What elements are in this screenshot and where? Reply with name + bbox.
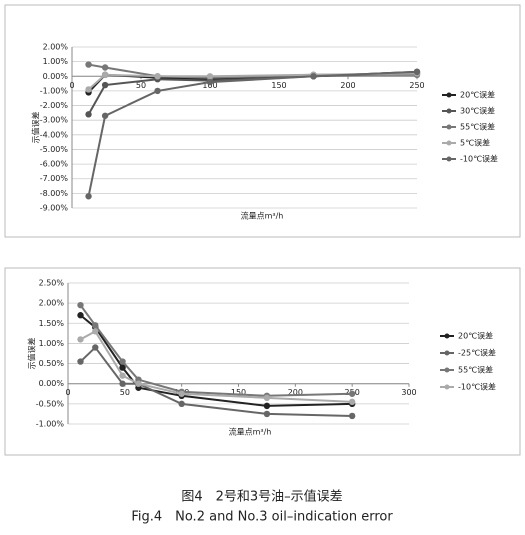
series-line: [87, 70, 418, 197]
point: [119, 358, 126, 365]
legend-marker: [444, 367, 450, 373]
legend-label: 20℃误差: [458, 331, 493, 341]
y-tick-label: -3.00%: [40, 116, 69, 125]
legend-marker: [446, 124, 452, 130]
point: [101, 81, 109, 89]
point: [101, 71, 109, 79]
point: [348, 390, 356, 397]
y-tick-label: -8.00%: [40, 189, 69, 198]
y-tick-label: -5.00%: [40, 145, 69, 154]
legend-label: 30℃误差: [460, 106, 495, 116]
point: [206, 78, 214, 86]
x-tick-label: 200: [288, 388, 303, 397]
point: [77, 336, 84, 343]
chart-frame: [4, 267, 521, 456]
x-tick-label: 250: [409, 81, 424, 90]
legend-label: 20℃误差: [460, 90, 495, 100]
point: [413, 68, 421, 76]
point: [178, 400, 185, 408]
legend-label: 55℃误差: [458, 365, 493, 375]
x-axis-label: 流量点m³/h: [229, 427, 272, 437]
point: [119, 364, 126, 371]
y-axis-label: 示值误差: [27, 338, 37, 370]
point: [85, 111, 92, 118]
legend-label: -10℃误差: [458, 382, 496, 392]
y-tick-label: -4.00%: [40, 130, 69, 139]
y-tick-label: 2.00%: [39, 299, 65, 308]
y-tick-label: -6.00%: [40, 160, 69, 169]
point: [92, 322, 99, 329]
point: [77, 301, 84, 309]
point: [101, 64, 109, 71]
x-tick-label: 50: [120, 388, 130, 397]
point: [85, 86, 92, 93]
y-tick-label: -2.00%: [40, 101, 69, 110]
point: [77, 312, 84, 319]
y-tick-label: 1.00%: [43, 57, 69, 66]
legend-label: 5℃误差: [460, 138, 490, 148]
x-tick-label: 200: [340, 81, 355, 90]
y-tick-label: 2.50%: [39, 279, 65, 288]
x-axis-label: 流量点m³/h: [241, 211, 284, 221]
x-tick-label: 300: [401, 388, 416, 397]
x-tick-label: 150: [271, 81, 286, 90]
legend-marker: [446, 92, 452, 98]
x-tick-label: 0: [65, 388, 70, 397]
point: [92, 328, 99, 335]
point: [119, 380, 126, 387]
point: [119, 372, 126, 379]
point: [154, 73, 161, 80]
point: [101, 112, 109, 119]
y-tick-label: 2.00%: [43, 43, 69, 52]
point: [85, 193, 92, 200]
y-tick-label: -9.00%: [40, 204, 69, 213]
point: [92, 344, 99, 351]
legend-marker: [444, 350, 450, 356]
y-tick-label: 0.00%: [39, 379, 65, 388]
y-tick-label: -7.00%: [40, 174, 69, 183]
legend-label: 55℃误差: [460, 122, 495, 132]
point: [85, 61, 92, 68]
x-tick-label: 50: [136, 81, 146, 90]
point: [206, 73, 214, 80]
point: [77, 358, 84, 365]
point: [154, 87, 161, 95]
point: [310, 73, 317, 80]
point: [263, 402, 271, 410]
x-tick-label: 150: [231, 388, 246, 397]
legend-marker: [446, 156, 452, 162]
legend-marker: [444, 333, 450, 339]
legend-marker: [446, 140, 452, 146]
legend-marker: [444, 384, 450, 390]
point: [178, 390, 185, 397]
caption-zh: 图4 2号和3号油–示值误差: [181, 489, 342, 505]
point: [135, 380, 142, 387]
point: [348, 398, 356, 406]
y-tick-label: -1.00%: [40, 86, 69, 95]
legend-label: -25℃误差: [458, 348, 496, 358]
caption-en: Fig.4 No.2 and No.3 oil–indication error: [131, 510, 393, 525]
point: [348, 412, 356, 420]
legend-label: -10℃误差: [460, 154, 498, 164]
y-tick-label: 0.50%: [39, 359, 65, 368]
x-tick-label: 0: [69, 81, 74, 90]
point: [263, 394, 271, 402]
chart-frame: [4, 4, 521, 238]
point: [263, 410, 271, 418]
y-tick-label: 0.00%: [43, 72, 69, 81]
y-tick-label: -1.00%: [36, 420, 65, 429]
y-axis-label: 示值误差: [31, 112, 41, 144]
y-tick-label: -0.50%: [36, 399, 65, 408]
legend-marker: [446, 108, 452, 114]
y-tick-label: 1.50%: [39, 319, 65, 328]
y-tick-label: 1.00%: [39, 339, 65, 348]
